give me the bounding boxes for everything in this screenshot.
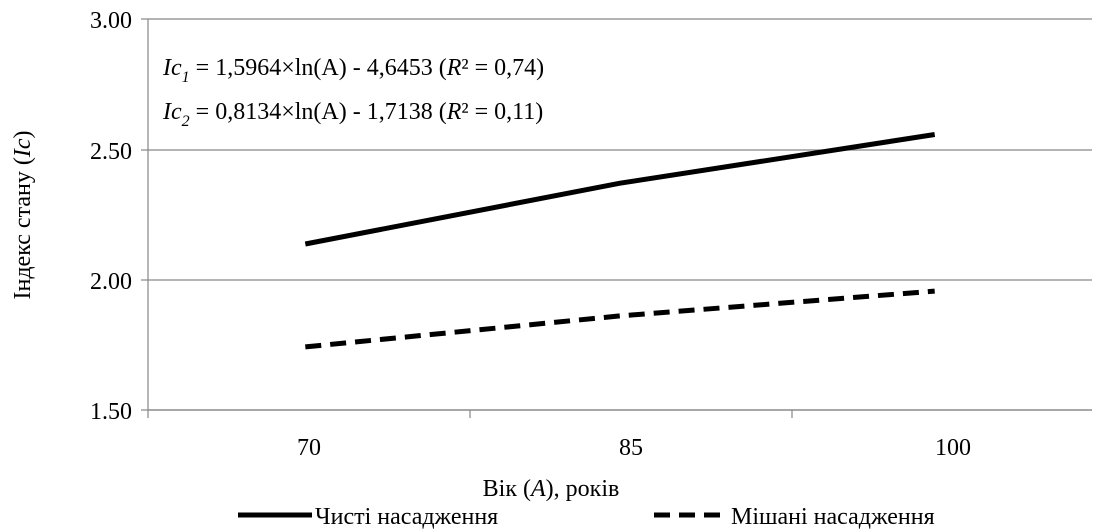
x-tick-label: 70 xyxy=(297,435,321,461)
legend: Чисті насадження Мішані насадження xyxy=(238,504,935,530)
y-tick-label: 2.50 xyxy=(90,139,132,165)
y-axis-title: Індекс стану (Ic) xyxy=(10,131,36,300)
legend-label-1: Чисті насадження xyxy=(315,504,498,530)
x-axis-title: Вік (A), років xyxy=(483,476,620,502)
y-tick-label: 3.00 xyxy=(90,8,132,34)
x-tick-label: 85 xyxy=(619,435,643,461)
y-tick-label: 1.50 xyxy=(90,399,132,425)
x-tick-label: 100 xyxy=(935,435,971,461)
equation-annotation-2: Ic2 = 0,8134×ln(A) - 1,7138 (R² = 0,11) xyxy=(162,99,543,130)
series-line-mishani-nasadzhennia xyxy=(305,288,935,350)
equation-annotation-1: Ic1 = 1,5964×ln(A) - 4,6453 (R² = 0,74) xyxy=(162,55,544,86)
y-tick-label: 2.00 xyxy=(90,269,132,295)
series-line-chisti-nasadzhennia xyxy=(304,132,936,247)
legend-label-2: Мішані насадження xyxy=(731,504,935,530)
